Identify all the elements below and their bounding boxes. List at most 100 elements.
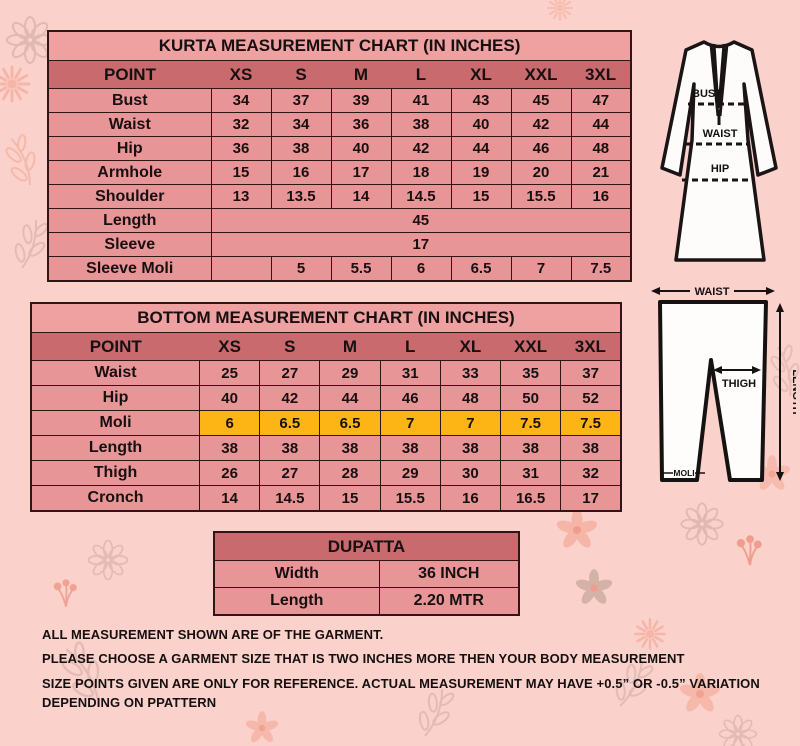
col-header: POINT bbox=[31, 332, 200, 361]
value-cell: 33 bbox=[439, 360, 501, 386]
value-cell: 6 bbox=[390, 256, 452, 282]
kurta-diagram: BUST WAIST HIP bbox=[660, 40, 778, 262]
thigh-label: THIGH bbox=[722, 378, 756, 390]
pant-outline bbox=[658, 300, 768, 482]
point-label: Shoulder bbox=[47, 184, 212, 209]
dupatta-table: DUPATTA Width 36 INCH Length 2.20 MTR bbox=[213, 531, 520, 616]
table-row: POINT XS S M L XL XXL 3XL bbox=[48, 60, 632, 89]
col-header: XS bbox=[199, 332, 260, 361]
dupatta-title: DUPATTA bbox=[214, 531, 519, 561]
value-cell: 15 bbox=[210, 160, 272, 185]
value-cell: 38 bbox=[270, 136, 332, 161]
value-cell: 28 bbox=[319, 460, 381, 486]
value-cell: 36 bbox=[210, 136, 272, 161]
value-cell: 21 bbox=[570, 160, 632, 185]
bottom-diagram: WAIST THIGH LENGTH MOLI bbox=[651, 286, 796, 482]
value-cell: 48 bbox=[570, 136, 632, 161]
value-cell: 44 bbox=[570, 112, 632, 137]
point-label: Length bbox=[213, 587, 380, 616]
value-cell: 13 bbox=[210, 184, 272, 209]
col-header: 3XL bbox=[560, 332, 621, 361]
value-cell: 31 bbox=[379, 360, 441, 386]
table-row: Waist 25 27 29 31 33 35 37 bbox=[30, 360, 622, 386]
col-header: S bbox=[259, 332, 320, 361]
value-cell: 17 bbox=[330, 160, 392, 185]
value-cell: 13.5 bbox=[270, 184, 332, 209]
value-cell: 29 bbox=[379, 460, 441, 486]
table-row: Length 45 bbox=[47, 208, 632, 233]
col-header: L bbox=[391, 60, 451, 89]
value-cell: 7.5 bbox=[499, 410, 562, 436]
value-cell: 42 bbox=[510, 112, 572, 137]
value-cell: 5.5 bbox=[330, 256, 392, 282]
col-header: XXL bbox=[500, 332, 561, 361]
value-cell: 40 bbox=[330, 136, 392, 161]
value-cell: 36 INCH bbox=[378, 560, 520, 588]
kurta-measurement-table: KURTA MEASUREMENT CHART (IN INCHES) POIN… bbox=[47, 30, 633, 282]
kurta-neck-placket-inner bbox=[712, 43, 726, 125]
point-label: Length bbox=[47, 208, 212, 233]
col-header: XXL bbox=[511, 60, 571, 89]
value-cell: 16 bbox=[570, 184, 632, 209]
bust-label: BUST bbox=[692, 88, 722, 100]
value-cell: 42 bbox=[259, 385, 321, 411]
value-cell: 40 bbox=[199, 385, 261, 411]
value-cell: 2.20 MTR bbox=[378, 587, 520, 616]
value-cell: 37 bbox=[270, 88, 332, 113]
col-header: L bbox=[380, 332, 441, 361]
value-cell: 43 bbox=[450, 88, 512, 113]
hip-label: HIP bbox=[711, 163, 729, 175]
col-header: XL bbox=[440, 332, 501, 361]
value-cell: 15 bbox=[319, 485, 381, 512]
value-cell: 32 bbox=[210, 112, 272, 137]
span-value-cell: 45 bbox=[210, 208, 632, 233]
col-header: S bbox=[271, 60, 331, 89]
value-cell: 16 bbox=[439, 485, 501, 512]
value-cell: 34 bbox=[210, 88, 272, 113]
table-row: Shoulder 13 13.5 14 14.5 15 15.5 16 bbox=[47, 184, 632, 209]
value-cell: 32 bbox=[560, 460, 622, 486]
value-cell: 6.5 bbox=[259, 410, 321, 436]
value-cell: 38 bbox=[379, 435, 441, 461]
note-line-3: SIZE POINTS GIVEN ARE ONLY FOR REFERENCE… bbox=[42, 676, 760, 691]
value-cell: 50 bbox=[499, 385, 562, 411]
waist-label: WAIST bbox=[695, 286, 730, 298]
value-cell: 14 bbox=[199, 485, 261, 512]
point-label: Waist bbox=[30, 360, 201, 386]
table-row: Width 36 INCH bbox=[213, 560, 520, 588]
value-cell: 6.5 bbox=[450, 256, 512, 282]
table-row: Cronch 14 14.5 15 15.5 16 16.5 17 bbox=[30, 485, 622, 512]
value-cell: 44 bbox=[319, 385, 381, 411]
point-label: Sleeve Moli bbox=[47, 256, 212, 282]
span-value-cell: 17 bbox=[210, 232, 632, 257]
value-cell: 47 bbox=[570, 88, 632, 113]
note-line-4: DEPENDING ON PPATTERN bbox=[42, 695, 217, 710]
bottom-chart-title: BOTTOM MEASUREMENT CHART (IN INCHES) bbox=[31, 302, 621, 333]
table-row: KURTA MEASUREMENT CHART (IN INCHES) bbox=[48, 30, 632, 61]
kurta-chart-title: KURTA MEASUREMENT CHART (IN INCHES) bbox=[48, 30, 632, 61]
value-cell: 15.5 bbox=[510, 184, 572, 209]
col-header: POINT bbox=[48, 60, 211, 89]
table-row: Length 2.20 MTR bbox=[213, 587, 520, 616]
point-label: Thigh bbox=[30, 460, 201, 486]
value-cell: 5 bbox=[270, 256, 332, 282]
table-row: BOTTOM MEASUREMENT CHART (IN INCHES) bbox=[31, 302, 621, 333]
value-cell: 31 bbox=[499, 460, 562, 486]
value-cell: 38 bbox=[499, 435, 562, 461]
value-cell: 34 bbox=[270, 112, 332, 137]
table-row: Armhole 15 16 17 18 19 20 21 bbox=[47, 160, 632, 185]
value-cell: 25 bbox=[199, 360, 261, 386]
value-cell bbox=[210, 256, 272, 282]
col-header: 3XL bbox=[571, 60, 632, 89]
bottom-measurement-table: BOTTOM MEASUREMENT CHART (IN INCHES) POI… bbox=[30, 302, 622, 512]
col-header: XS bbox=[211, 60, 271, 89]
table-row: POINT XS S M L XL XXL 3XL bbox=[31, 332, 621, 361]
point-label: Moli bbox=[30, 410, 201, 436]
value-cell: 39 bbox=[330, 88, 392, 113]
value-cell: 38 bbox=[259, 435, 321, 461]
value-cell: 29 bbox=[319, 360, 381, 386]
table-row: Sleeve Moli 5 5.5 6 6.5 7 7.5 bbox=[47, 256, 632, 282]
col-header: XL bbox=[451, 60, 511, 89]
value-cell: 14 bbox=[330, 184, 392, 209]
